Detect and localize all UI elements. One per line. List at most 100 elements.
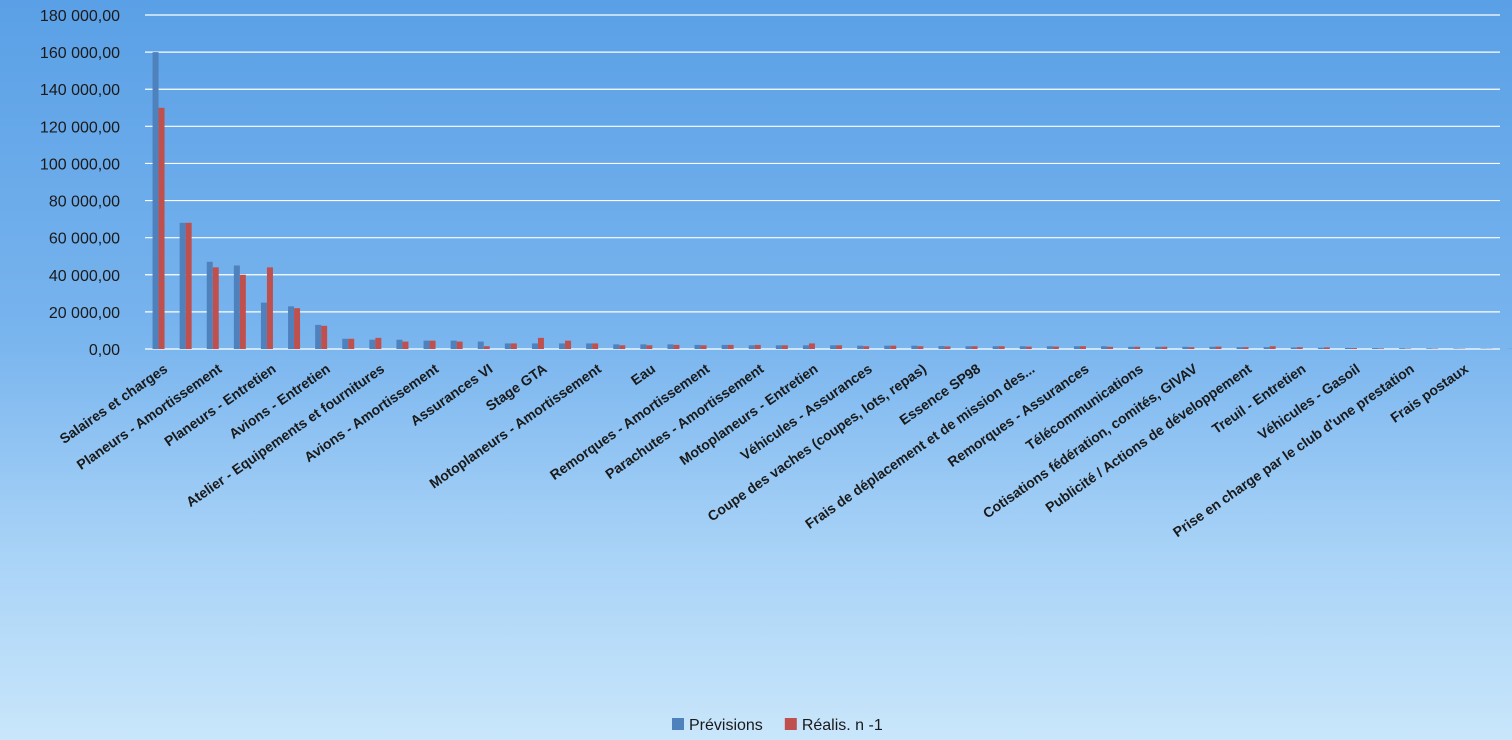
bar-realis [646, 345, 653, 349]
bar-previsions [1209, 346, 1216, 349]
bar-realis [944, 346, 951, 349]
bar-realis [781, 345, 788, 349]
bar-previsions [1101, 346, 1108, 349]
bar-previsions [965, 346, 972, 349]
bar-realis [1350, 348, 1357, 349]
bar-previsions [640, 344, 647, 349]
bar-realis [808, 343, 815, 349]
bar-previsions [992, 346, 999, 349]
gridlines [145, 14, 1500, 350]
bar-previsions [857, 345, 864, 349]
bar-previsions [288, 306, 295, 349]
legend-label: Réalis. n -1 [802, 717, 883, 734]
bar-previsions [830, 345, 837, 349]
bar-previsions [531, 343, 538, 349]
bar-realis [294, 308, 301, 349]
y-tick-label: 0,00 [89, 342, 120, 359]
bar-previsions [1426, 348, 1433, 349]
bar-realis [375, 337, 382, 349]
bar-realis [348, 338, 355, 349]
bar-previsions [1073, 346, 1080, 349]
bar-previsions [342, 338, 349, 349]
y-tick-label: 120 000,00 [40, 119, 120, 136]
bar-realis [619, 345, 626, 349]
bar-previsions [667, 344, 674, 349]
bar-previsions [559, 343, 566, 349]
bar-realis [1052, 346, 1059, 349]
bar-realis [239, 274, 246, 349]
bar-previsions [1399, 348, 1406, 349]
bar-previsions [721, 344, 728, 349]
bar-previsions [884, 345, 891, 349]
bar-previsions [775, 345, 782, 349]
bar-realis [1323, 347, 1330, 349]
bar-realis [185, 222, 192, 349]
y-tick-label: 100 000,00 [40, 156, 120, 173]
bar-realis [1107, 346, 1114, 349]
bar-realis [836, 345, 843, 349]
bar-previsions [1263, 347, 1270, 349]
bar-realis [510, 343, 517, 349]
y-tick-label: 160 000,00 [40, 45, 120, 62]
bar-previsions [504, 343, 511, 349]
bar-previsions [1046, 346, 1053, 349]
bar-previsions [1128, 346, 1135, 349]
bar-previsions [1182, 346, 1189, 349]
bar-previsions [260, 302, 267, 349]
bar-previsions [1236, 347, 1243, 349]
bar-previsions [477, 341, 484, 349]
bars [152, 52, 1512, 350]
bar-realis [1269, 346, 1276, 349]
legend-swatch [672, 718, 684, 730]
bar-realis [1188, 347, 1195, 349]
bar-realis [754, 344, 761, 349]
y-tick-label: 80 000,00 [49, 194, 120, 211]
bar-realis [998, 346, 1005, 349]
y-tick-label: 140 000,00 [40, 82, 120, 99]
bar-realis [917, 346, 924, 349]
bar-realis [565, 340, 572, 349]
bar-previsions [1344, 347, 1351, 349]
bar-realis [1296, 347, 1303, 349]
bar-previsions [748, 345, 755, 349]
bar-previsions [206, 261, 213, 349]
bar-realis [890, 345, 897, 349]
bar-realis [537, 337, 544, 349]
bar-previsions [1372, 348, 1379, 349]
bar-realis [212, 267, 219, 349]
y-axis: 0,00 20 000,00 40 000,00 60 000,00 80 000,00… [40, 8, 120, 359]
bar-previsions [586, 343, 593, 349]
x-tick-label: Atelier - Equipements et fournitures [183, 360, 387, 510]
bar-realis [266, 267, 273, 349]
bar-realis [863, 346, 870, 349]
x-tick-label: Treuil - Entretien [1209, 360, 1309, 436]
bar-previsions [315, 324, 322, 349]
bar-realis [456, 341, 463, 349]
bar-realis [1134, 346, 1141, 349]
bar-realis [402, 341, 409, 349]
bar-previsions [911, 345, 918, 349]
y-tick-label: 60 000,00 [49, 231, 120, 248]
bar-realis [1242, 347, 1249, 349]
bar-previsions [802, 345, 809, 349]
bar-previsions [396, 339, 403, 349]
bar-realis [971, 346, 978, 349]
y-tick-label: 180 000,00 [40, 8, 120, 25]
bar-realis [1079, 346, 1086, 349]
bar-previsions [1290, 347, 1297, 349]
bar-realis [483, 346, 490, 349]
legend: Prévisions Réalis. n -1 [672, 717, 883, 734]
x-tick-label: Eau [628, 360, 658, 388]
bar-realis [727, 344, 734, 349]
y-tick-label: 20 000,00 [49, 305, 120, 322]
bar-previsions [450, 340, 457, 349]
bar-previsions [179, 222, 186, 349]
bar-previsions [152, 52, 159, 349]
bar-realis [592, 343, 599, 349]
bar-previsions [694, 344, 701, 349]
bar-previsions [369, 339, 376, 349]
bar-previsions [613, 344, 620, 349]
bar-realis [321, 325, 328, 349]
